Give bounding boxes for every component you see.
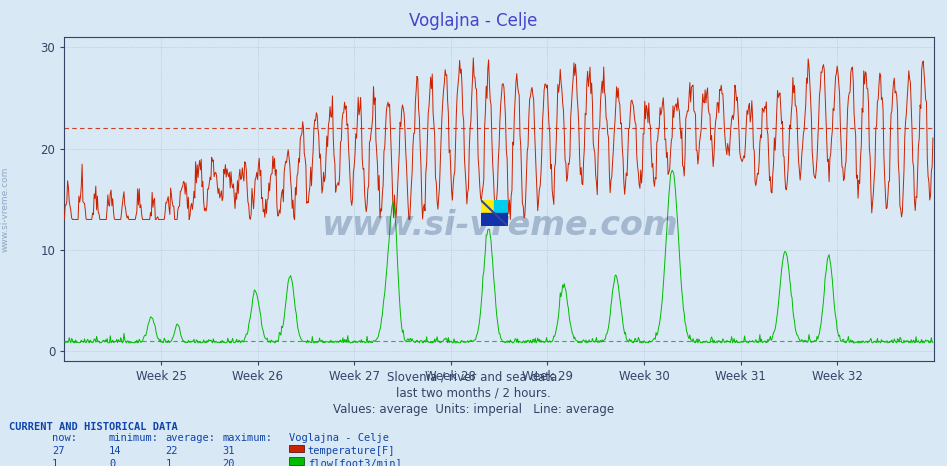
Text: average:: average:: [166, 433, 216, 443]
Text: 0: 0: [109, 459, 116, 466]
Text: Voglajna - Celje: Voglajna - Celje: [409, 12, 538, 30]
Text: minimum:: minimum:: [109, 433, 159, 443]
Text: 14: 14: [109, 446, 121, 456]
Text: last two months / 2 hours.: last two months / 2 hours.: [396, 387, 551, 400]
Text: 22: 22: [166, 446, 178, 456]
Bar: [481, 200, 494, 213]
Text: www.si-vreme.com: www.si-vreme.com: [0, 167, 9, 253]
Bar: [494, 200, 508, 213]
Text: 31: 31: [223, 446, 235, 456]
Text: 27: 27: [52, 446, 64, 456]
Text: temperature[F]: temperature[F]: [308, 446, 395, 456]
Text: Voglajna - Celje: Voglajna - Celje: [289, 433, 389, 443]
Text: 1: 1: [166, 459, 172, 466]
Text: maximum:: maximum:: [223, 433, 273, 443]
Text: 20: 20: [223, 459, 235, 466]
Text: 1: 1: [52, 459, 59, 466]
Text: flow[foot3/min]: flow[foot3/min]: [308, 459, 402, 466]
Text: Slovenia / river and sea data.: Slovenia / river and sea data.: [386, 370, 561, 384]
Text: now:: now:: [52, 433, 77, 443]
Text: CURRENT AND HISTORICAL DATA: CURRENT AND HISTORICAL DATA: [9, 422, 178, 432]
Text: Values: average  Units: imperial   Line: average: Values: average Units: imperial Line: av…: [333, 403, 614, 416]
Bar: [481, 213, 508, 226]
Text: www.si-vreme.com: www.si-vreme.com: [321, 209, 677, 242]
